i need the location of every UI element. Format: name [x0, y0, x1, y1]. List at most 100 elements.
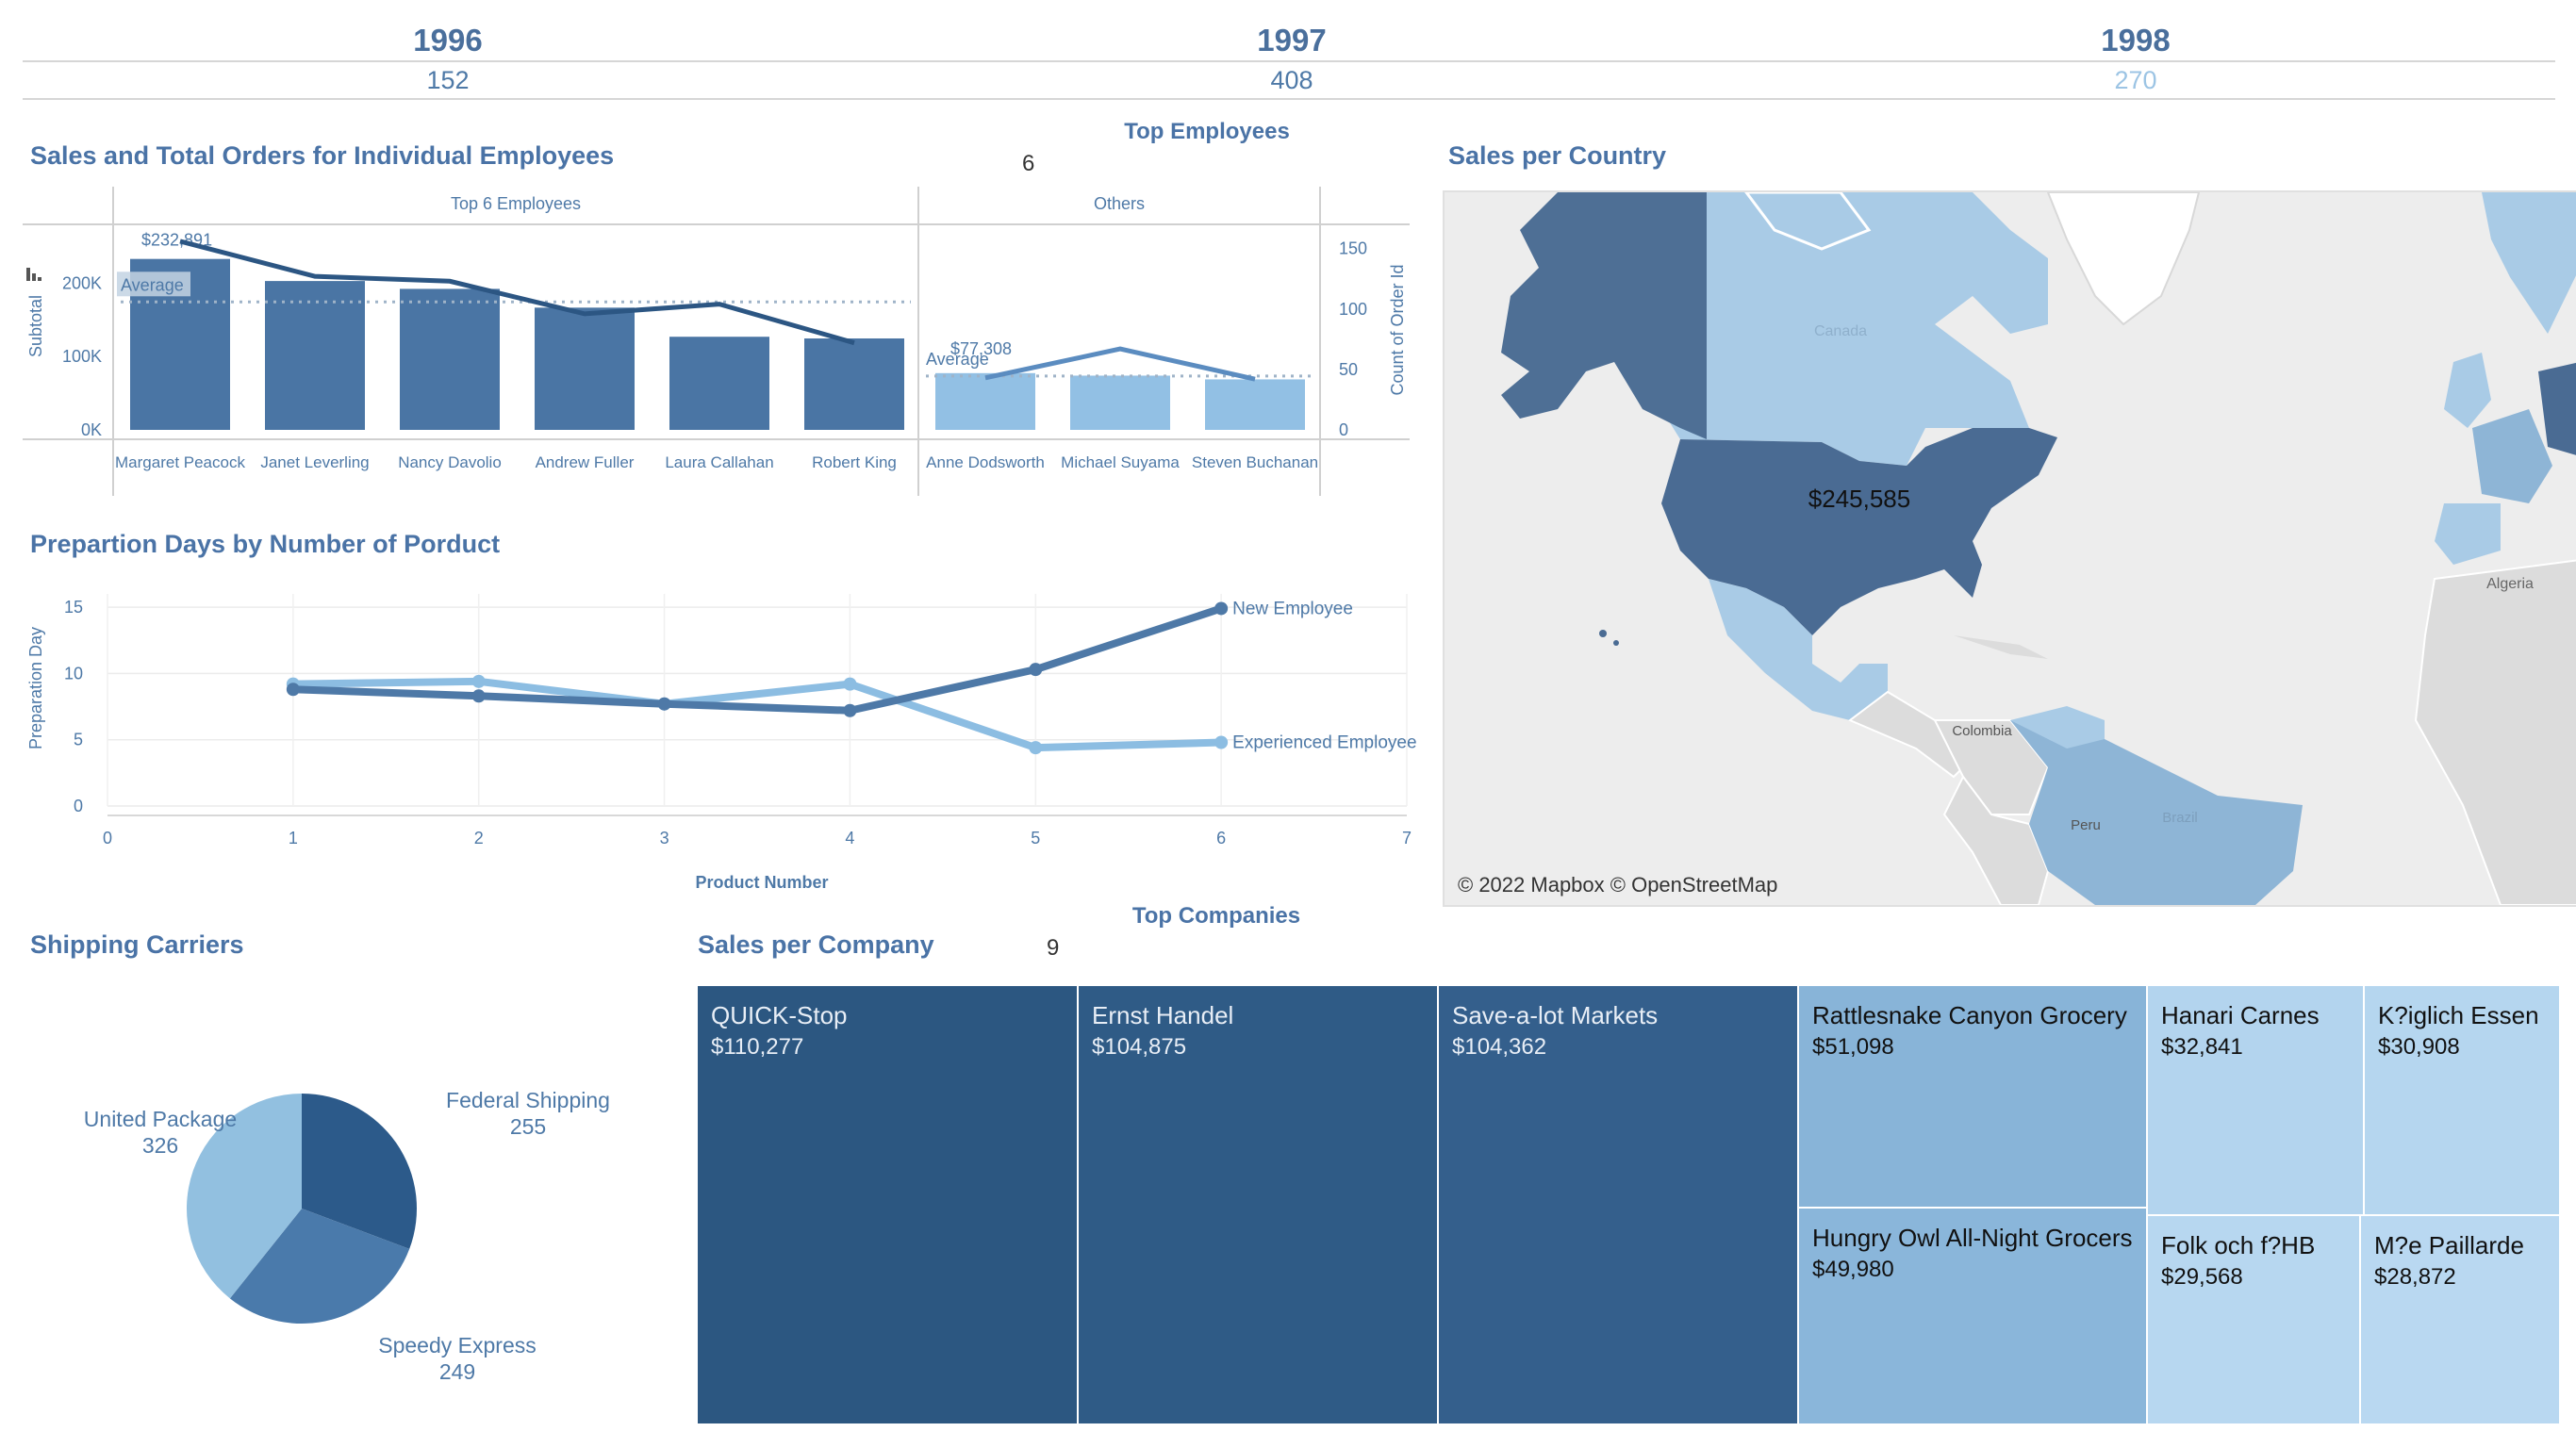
prep-point[interactable] [843, 703, 857, 717]
top-companies-value[interactable]: 9 [1047, 935, 1060, 961]
prep-x-tick: 5 [1031, 829, 1040, 847]
prep-x-tick: 3 [660, 829, 669, 847]
sales-map[interactable]: $245,585 Canada Algeria Colombia Peru Br… [1443, 190, 2576, 907]
usa-region[interactable] [1661, 428, 2057, 635]
pie-slice[interactable] [187, 1094, 302, 1299]
company-tile[interactable]: M?e Paillarde $28,872 [2361, 1216, 2561, 1425]
year-1996-label[interactable]: 1996 [413, 23, 483, 58]
year-1996-count[interactable]: 152 [426, 66, 470, 94]
y-tick-label: 200K [62, 273, 102, 292]
employee-name-label[interactable]: Michael Suyama [1061, 453, 1180, 471]
employee-name-label[interactable]: Margaret Peacock [115, 453, 245, 471]
employee-name-label[interactable]: Andrew Fuller [536, 453, 635, 471]
company-name: Folk och f?HB [2161, 1231, 2316, 1259]
panel-label-others: Others [1094, 194, 1145, 213]
employee-name-label[interactable]: Anne Dodsworth [926, 453, 1045, 471]
canada-region[interactable] [1614, 192, 2048, 466]
prep-point[interactable] [286, 683, 300, 697]
employees-chart: Top 6 Employees Others Subtotal Count of… [23, 187, 1410, 496]
sort-icon-bar [38, 277, 41, 281]
subtotal-bar[interactable] [935, 372, 1035, 430]
company-tile[interactable]: QUICK-Stop $110,277 [698, 986, 1079, 1425]
subtotal-bar[interactable] [265, 281, 365, 430]
company-tile[interactable]: K?iglich Essen $30,908 [2365, 986, 2561, 1216]
prep-x-tick: 0 [103, 829, 112, 847]
cuba-region [1954, 635, 2048, 659]
y-tick-label: 100K [62, 347, 102, 366]
prep-point[interactable] [471, 674, 486, 688]
brazil-label: Brazil [2162, 810, 2198, 826]
prep-point[interactable] [657, 697, 671, 711]
pie-slice-label: United Package [84, 1107, 237, 1131]
employee-name-label[interactable]: Janet Leverling [260, 453, 369, 471]
pie-slice-label: Speedy Express [378, 1333, 536, 1358]
canada-label: Canada [1814, 323, 1867, 339]
map-credit[interactable]: © 2022 Mapbox © OpenStreetMap [1458, 873, 1778, 897]
prep-x-tick: 6 [1216, 829, 1226, 847]
subtotal-bar[interactable] [1070, 375, 1170, 430]
france-region[interactable] [2472, 409, 2552, 503]
prep-series-line[interactable] [292, 604, 1223, 715]
map-graphic: $245,585 Canada Algeria Colombia Peru Br… [1501, 192, 2576, 905]
employee-name-label[interactable]: Nancy Davolio [398, 453, 502, 471]
y2-tick-label: 50 [1339, 360, 1358, 379]
peru-region [1942, 775, 2050, 905]
company-tile[interactable]: Hungry Owl All-Night Grocers $49,980 [1799, 1209, 2148, 1425]
year-1997-count[interactable]: 408 [1270, 66, 1313, 94]
prep-point[interactable] [1214, 735, 1229, 749]
prep-point[interactable] [1029, 663, 1043, 677]
year-1998-count[interactable]: 270 [2114, 66, 2157, 94]
company-tile[interactable]: Folk och f?HB $29,568 [2148, 1216, 2361, 1425]
company-tile[interactable]: Rattlesnake Canyon Grocery $51,098 [1799, 986, 2148, 1209]
mexico-region[interactable] [1709, 579, 1888, 720]
pie-slice[interactable] [229, 1209, 410, 1324]
company-tile[interactable]: Ernst Handel $104,875 [1079, 986, 1439, 1425]
subtotal-bar[interactable] [1205, 379, 1305, 430]
venezuela-region[interactable] [2010, 706, 2105, 749]
company-sales: $104,362 [1452, 1034, 1547, 1060]
subtotal-bar[interactable] [535, 307, 635, 430]
prep-y-tick: 0 [74, 797, 83, 815]
uk-region[interactable] [2444, 353, 2491, 428]
subtotal-bar[interactable] [669, 337, 769, 430]
sort-icon-bar [32, 273, 36, 281]
prep-point[interactable] [1029, 741, 1043, 755]
prep-point[interactable] [1214, 601, 1229, 616]
subtotal-bar[interactable] [400, 288, 500, 430]
spain-region[interactable] [2435, 503, 2501, 565]
prep-chart: Preparation Day Product Number 0 5 10 15 0 1 2… [26, 594, 1417, 892]
europe-scandinavia[interactable] [2482, 192, 2576, 334]
prep-point[interactable] [471, 689, 486, 703]
brazil-region[interactable] [2010, 720, 2303, 905]
employee-name-label[interactable]: Steven Buchanan [1192, 453, 1318, 471]
company-tile[interactable]: Hanari Carnes $32,841 [2148, 986, 2365, 1216]
germany-region[interactable] [2538, 362, 2576, 456]
year-1997-label[interactable]: 1997 [1257, 23, 1327, 58]
subtotal-bar[interactable] [804, 338, 904, 430]
divider [23, 98, 2555, 100]
year-1998-label[interactable]: 1998 [2101, 23, 2171, 58]
divider [23, 60, 2555, 62]
prep-series-line[interactable] [292, 677, 1222, 752]
average-badge [117, 272, 190, 297]
order-count-line-others[interactable] [984, 346, 1256, 382]
canada-island [1744, 192, 1872, 251]
alaska-region[interactable] [1501, 192, 1707, 439]
company-name: K?iglich Essen [2378, 1001, 2539, 1029]
map-title: Sales per Country [1448, 141, 1667, 170]
prep-x-tick: 4 [845, 829, 854, 847]
company-tile[interactable]: Save-a-lot Markets $104,362 [1439, 986, 1799, 1425]
y2-tick-label: 150 [1339, 239, 1367, 258]
y2-tick-label: 100 [1339, 300, 1367, 319]
top-employees-value[interactable]: 6 [1022, 151, 1035, 176]
prep-x-tick: 7 [1402, 829, 1412, 847]
order-count-line-top[interactable] [179, 239, 855, 346]
peru-label: Peru [2071, 817, 2101, 833]
top-companies-title: Top Companies [1131, 903, 1301, 929]
employee-name-label[interactable]: Robert King [812, 453, 897, 471]
prep-point[interactable] [843, 677, 857, 691]
sort-icon[interactable] [26, 268, 30, 281]
employee-name-label[interactable]: Laura Callahan [665, 453, 773, 471]
pie-slice[interactable] [302, 1094, 417, 1249]
